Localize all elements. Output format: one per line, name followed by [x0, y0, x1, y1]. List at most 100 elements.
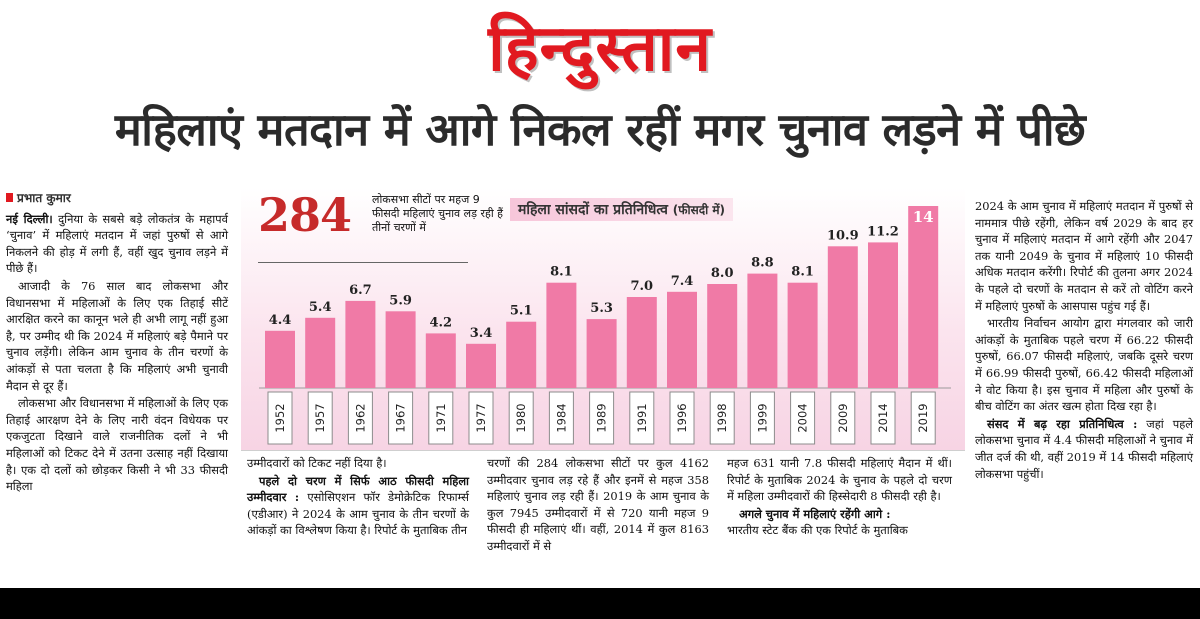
- year-box-1996: [669, 391, 695, 445]
- value-label-2009: 10.9: [827, 228, 859, 243]
- bar-2009: [827, 246, 858, 388]
- newspaper-page: हिन्दुस्तान महिलाएं मतदान में आगे निकल र…: [0, 0, 1200, 588]
- year-box-1952: [267, 391, 293, 445]
- value-label-1967: 5.9: [389, 293, 412, 308]
- middle-column-3: महज 631 यानी 7.8 फीसदी महिलाएं मैदान में…: [727, 455, 952, 540]
- byline: प्रभात कुमार: [6, 190, 228, 207]
- right-subhead: संसद में बढ़ रहा प्रतिनिधित्व :: [987, 416, 1138, 431]
- year-box-1957: [307, 391, 333, 445]
- bar-1991: [626, 297, 657, 388]
- left-paragraph-2: आजादी के 76 साल बाद लोकसभा और विधानसभा म…: [6, 278, 228, 393]
- right-paragraph-1: 2024 के आम चुनाव में महिलाएं मतदान में प…: [975, 199, 1193, 313]
- value-label-2019: 14: [913, 208, 934, 226]
- middle-column-1: उम्मीदवारों को टिकट नहीं दिया है। पहले द…: [247, 455, 469, 540]
- bar-2004: [787, 282, 818, 388]
- year-label-2019: 2019: [916, 403, 930, 432]
- year-box-1980: [508, 391, 534, 445]
- value-label-2014: 11.2: [867, 224, 899, 239]
- year-label-1991: 1991: [635, 403, 649, 432]
- year-box-1977: [468, 391, 494, 445]
- year-box-1971: [428, 391, 454, 445]
- right-column: 2024 के आम चुनाव में महिलाएं मतदान में प…: [975, 198, 1193, 483]
- year-box-1962: [347, 391, 373, 445]
- year-box-1984: [548, 391, 574, 445]
- bar-1989: [586, 319, 617, 388]
- left-column: प्रभात कुमार नई दिल्ली। दुनिया के सबसे ब…: [6, 190, 228, 496]
- bar-chart: 4.4 1952 5.4 1957 6.7 1962 5.9 1967 4.2 1971 3.4 19…: [259, 206, 951, 445]
- right-paragraph-3-text: जहां पहले लोकसभा चुनाव में 4.4 फीसदी महि…: [975, 416, 1193, 481]
- bar-1996: [667, 291, 697, 388]
- year-label-1962: 1962: [353, 403, 367, 432]
- mid3-paragraph-1: महज 631 यानी 7.8 फीसदी महिलाएं मैदान में…: [727, 456, 952, 504]
- year-box-2004: [790, 391, 816, 445]
- year-label-1957: 1957: [313, 403, 327, 432]
- year-label-1996: 1996: [675, 403, 689, 432]
- bar-1957: [305, 317, 336, 388]
- bar-1967: [385, 311, 416, 388]
- mid1-paragraph-2-text: एसोसिएशन फॉर डेमोक्रेटिक रिफार्म्स (एडीआ…: [247, 490, 469, 538]
- value-label-1989: 5.3: [590, 301, 613, 316]
- year-box-1967: [388, 391, 414, 445]
- year-label-1967: 1967: [394, 403, 408, 432]
- left-paragraph-3: लोकसभा और विधानसभा में महिलाओं के लिए एक…: [6, 396, 228, 494]
- mid1-paragraph-2: पहले दो चरण में सिर्फ आठ फीसदी महिला उम्…: [247, 473, 469, 539]
- masthead-logo: हिन्दुस्तान: [488, 11, 712, 86]
- year-label-1998: 1998: [715, 403, 729, 432]
- year-label-1999: 1999: [755, 403, 769, 432]
- year-label-2009: 2009: [836, 403, 850, 432]
- left-paragraph-1-text: दुनिया के सबसे बड़े लोकतंत्र के महापर्व …: [6, 211, 228, 276]
- year-box-1999: [749, 391, 775, 445]
- mid3-paragraph-2: अगले चुनाव में महिलाएं रहेंगी आगे : भारती…: [727, 506, 952, 539]
- value-label-1999: 8.8: [751, 256, 774, 271]
- value-label-1998: 8.0: [711, 266, 734, 281]
- year-box-1989: [589, 391, 615, 445]
- bar-1998: [707, 284, 738, 388]
- masthead: हिन्दुस्तान: [0, 0, 1200, 86]
- year-label-1980: 1980: [514, 403, 528, 432]
- year-label-1952: 1952: [273, 403, 287, 432]
- mid3-paragraph-2-text: भारतीय स्टेट बैंक की एक रिपोर्ट के मुताब…: [727, 523, 908, 538]
- value-label-1984: 8.1: [550, 265, 573, 280]
- year-box-2009: [830, 391, 856, 445]
- middle-column-2: चरणों की 284 लोकसभा सीटों पर कुल 4162 उम…: [487, 455, 709, 556]
- mid3-subhead: अगले चुनाव में महिलाएं रहेंगी आगे :: [739, 506, 891, 521]
- bar-2014: [868, 242, 898, 388]
- chart-title-unit: (फीसदी में): [672, 203, 726, 217]
- bar-1999: [747, 273, 778, 388]
- left-paragraph-1: नई दिल्ली। दुनिया के सबसे बड़े लोकतंत्र …: [6, 211, 228, 277]
- dateline: नई दिल्ली।: [6, 211, 53, 226]
- bottom-black-bar: [0, 588, 1200, 619]
- value-label-1962: 6.7: [349, 283, 372, 298]
- year-label-2014: 2014: [876, 403, 890, 432]
- value-label-1991: 7.0: [630, 279, 653, 294]
- year-label-1989: 1989: [595, 403, 609, 432]
- value-label-1977: 3.4: [470, 326, 493, 341]
- value-label-1971: 4.2: [429, 315, 452, 330]
- year-box-2014: [870, 391, 896, 445]
- bar-1971: [425, 333, 456, 388]
- bar-1952: [265, 330, 295, 388]
- bar-2019: [908, 206, 939, 388]
- year-box-1998: [709, 391, 735, 445]
- year-box-1991: [629, 391, 655, 445]
- chart-title: महिला सांसदों का प्रतिनिधित्व (फीसदी में…: [510, 198, 734, 221]
- value-label-1980: 5.1: [510, 304, 533, 319]
- right-paragraph-2: भारतीय निर्वाचन आयोग द्वारा मंगलवार को ज…: [975, 316, 1193, 414]
- bar-1962: [345, 300, 376, 388]
- year-label-1971: 1971: [434, 403, 448, 432]
- right-paragraph-3: संसद में बढ़ रहा प्रतिनिधित्व : जहां पहल…: [975, 416, 1193, 482]
- mid1-subhead: पहले दो चरण में सिर्फ आठ फीसदी महिला उम्…: [247, 473, 469, 505]
- mid2-paragraph-1: चरणों की 284 लोकसभा सीटों पर कुल 4162 उम…: [487, 456, 709, 553]
- bar-1980: [506, 321, 537, 388]
- value-label-2004: 8.1: [791, 265, 814, 280]
- value-label-1952: 4.4: [269, 313, 292, 328]
- year-label-1984: 1984: [554, 403, 568, 432]
- year-label-1977: 1977: [474, 403, 488, 432]
- seats-big-number: 284: [258, 188, 352, 242]
- chart-intro-text: लोकसभा सीटों पर महज 9 फीसदी महिलाएं चुना…: [372, 193, 504, 234]
- mid1-paragraph-1: उम्मीदवारों को टिकट नहीं दिया है।: [247, 456, 387, 470]
- year-label-2004: 2004: [796, 403, 810, 432]
- bar-1977: [466, 343, 496, 388]
- value-label-1957: 5.4: [309, 300, 332, 315]
- chart-title-text: महिला सांसदों का प्रतिनिधित्व: [518, 202, 668, 218]
